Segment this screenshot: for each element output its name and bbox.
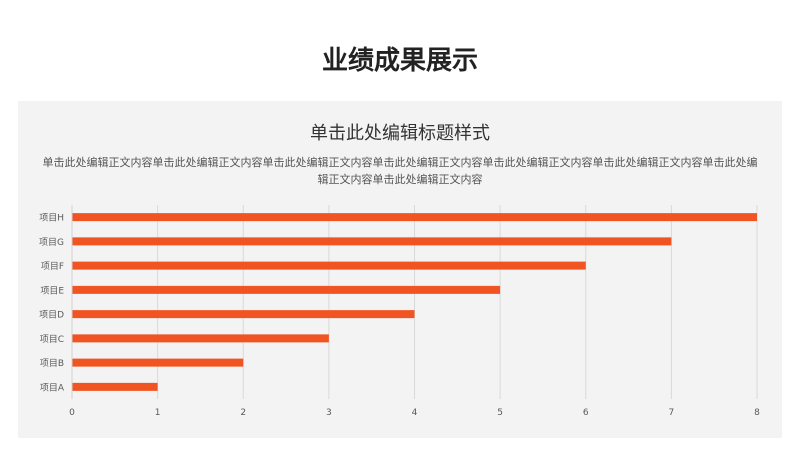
x-tick-label: 4 — [412, 408, 418, 418]
category-label: 项目G — [39, 237, 64, 248]
category-label: 项目H — [39, 213, 64, 224]
bar — [72, 261, 586, 270]
bar-chart: 0 1 2 3 4 5 6 7 8 项目A 项目B 项目C 项目D 项目E 项目F 项目G 项目H — [39, 205, 760, 418]
bar — [72, 213, 757, 222]
x-tick-label: 6 — [583, 408, 589, 418]
x-tick-label: 0 — [69, 408, 75, 418]
x-tick-label: 3 — [326, 408, 332, 418]
bar — [72, 358, 244, 367]
x-tick-label: 8 — [754, 408, 760, 418]
bar — [72, 237, 672, 246]
category-label: 项目B — [40, 358, 64, 369]
category-label: 项目D — [39, 310, 64, 321]
chart-title: 单击此处编辑标题样式 — [310, 123, 490, 144]
x-tick-label: 5 — [497, 408, 503, 418]
x-tick-label: 2 — [240, 408, 246, 418]
category-label: 项目C — [40, 334, 64, 345]
bar — [72, 285, 501, 294]
bar — [72, 334, 329, 343]
bar — [72, 310, 415, 319]
chart-description: 单击此处编辑正文内容单击此处编辑正文内容单击此处编辑正文内容单击此处编辑正文内容… — [42, 156, 758, 186]
slide-title: 业绩成果展示 — [321, 46, 478, 76]
category-label: 项目E — [40, 285, 64, 296]
category-label: 项目F — [41, 261, 64, 272]
category-label: 项目A — [40, 382, 65, 393]
x-tick-label: 1 — [155, 408, 161, 418]
x-tick-label: 7 — [669, 408, 675, 418]
bar — [72, 382, 158, 391]
chart-panel: 单击此处编辑标题样式 单击此处编辑正文内容单击此处编辑正文内容单击此处编辑正文内… — [18, 101, 782, 438]
